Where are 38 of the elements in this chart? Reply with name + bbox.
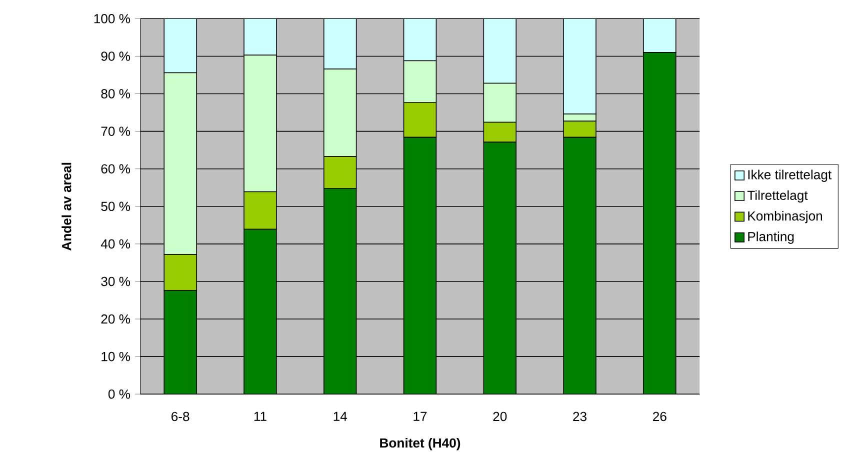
x-tick-label: 20 — [493, 412, 507, 422]
x-tick-label: 6-8 — [172, 412, 190, 422]
bar — [323, 188, 357, 394]
bar — [643, 18, 676, 53]
x-tick-label: 14 — [334, 412, 348, 421]
y-tick-label: 30 % — [101, 276, 130, 286]
x-tick-label: 23 — [573, 412, 586, 422]
y-tick-label: 70 % — [101, 126, 130, 136]
bar — [403, 18, 437, 62]
y-tick-label: 20 % — [101, 314, 130, 324]
bar — [563, 137, 596, 394]
y-tick-label: 80 % — [101, 89, 130, 99]
legend-label: Ikke tilrettelagt — [748, 170, 832, 182]
bar — [164, 290, 197, 394]
y-tick-label: 0 % — [108, 390, 130, 399]
bar — [244, 18, 277, 56]
legend-label: Planting — [748, 232, 794, 244]
y-tick-label: 60 % — [101, 164, 130, 174]
bar — [483, 18, 516, 84]
legend-label: Kombinasjon — [748, 211, 822, 224]
y-axis-title: Andel av areal — [62, 163, 72, 251]
legend-label: Tilrettelagt — [747, 190, 808, 203]
y-tick-label: 10 % — [102, 352, 130, 362]
bar — [483, 142, 516, 394]
x-axis-title: Bonitet (H40) — [380, 438, 460, 450]
x-tick-label: 26 — [653, 412, 666, 422]
bar — [164, 18, 197, 74]
bar — [403, 137, 437, 394]
y-tick-label: 40 % — [100, 239, 130, 249]
bar — [323, 18, 357, 70]
y-tick-label: 90 % — [101, 52, 130, 61]
x-tick-label: 17 — [414, 412, 427, 421]
bar — [563, 18, 596, 115]
y-tick-label: 100 % — [94, 14, 130, 24]
y-tick-label: 50 % — [101, 202, 130, 212]
x-tick-label: 11 — [254, 412, 266, 421]
bar — [244, 229, 277, 394]
bar — [643, 52, 676, 394]
